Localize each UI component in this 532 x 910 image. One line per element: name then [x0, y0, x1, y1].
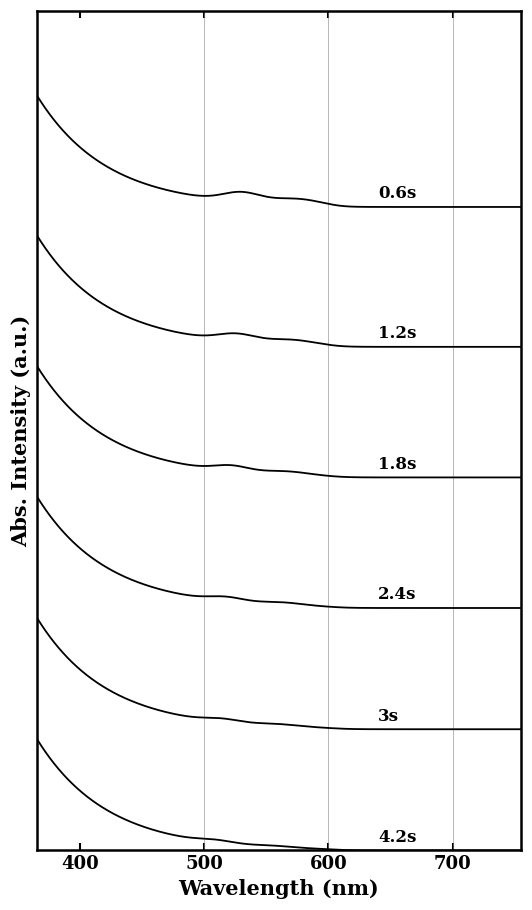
Text: 1.2s: 1.2s [378, 325, 417, 342]
Y-axis label: Abs. Intensity (a.u.): Abs. Intensity (a.u.) [11, 315, 31, 547]
Text: 3s: 3s [378, 708, 399, 724]
Text: 4.2s: 4.2s [378, 829, 417, 845]
X-axis label: Wavelength (nm): Wavelength (nm) [178, 879, 379, 899]
Text: 1.8s: 1.8s [378, 456, 417, 473]
Text: 0.6s: 0.6s [378, 186, 417, 202]
Text: 2.4s: 2.4s [378, 586, 417, 603]
